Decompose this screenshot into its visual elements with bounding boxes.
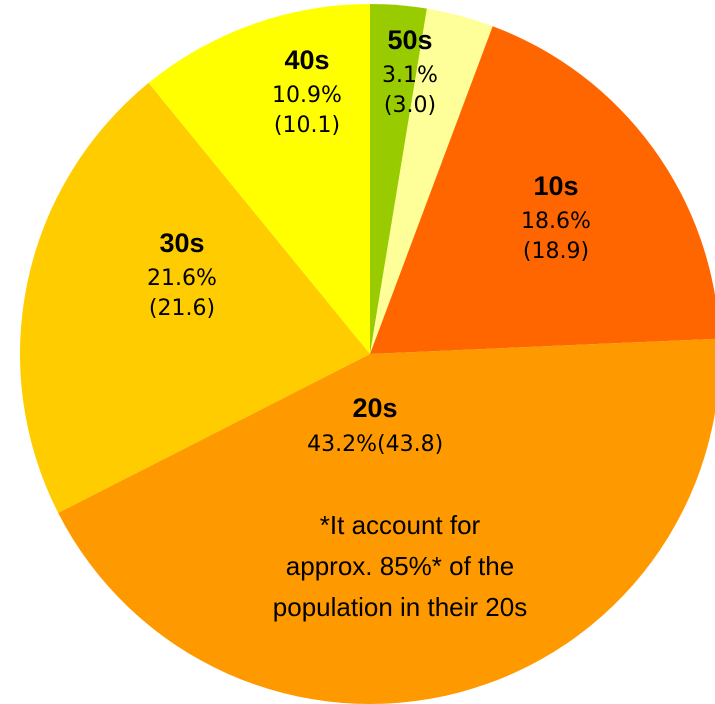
pie-slice — [148, 4, 370, 354]
pie-slice — [58, 338, 715, 704]
annotation: approx. 85%* of the — [286, 551, 514, 581]
pie-slice — [20, 82, 371, 513]
slice-label: 40s — [284, 45, 329, 75]
pie-slice — [370, 26, 715, 354]
slice-label: 50s — [387, 25, 432, 55]
slice-comparison: (3.0) — [384, 93, 436, 118]
slice-comparison: (43.8) — [377, 432, 443, 457]
slice-percent: 3.1% — [382, 63, 438, 88]
pie-slice — [370, 4, 427, 354]
slice-label: 10s — [533, 171, 578, 201]
slice-comparison: (18.9) — [523, 239, 589, 264]
annotation: population in their 20s — [273, 592, 527, 622]
slice-percent: 10.9% — [272, 83, 342, 108]
slice-percent: 43.2% — [307, 432, 377, 457]
slice-label: 20s — [352, 393, 397, 423]
slice-comparison: (10.1) — [274, 113, 340, 138]
slice-comparison: (21.6) — [149, 296, 215, 321]
slice-percent: 18.6% — [521, 209, 591, 234]
annotation: *It account for — [320, 510, 481, 540]
slice-percent: 21.6% — [147, 266, 217, 291]
pie-slice — [370, 8, 493, 355]
slice-label: 30s — [159, 228, 204, 258]
